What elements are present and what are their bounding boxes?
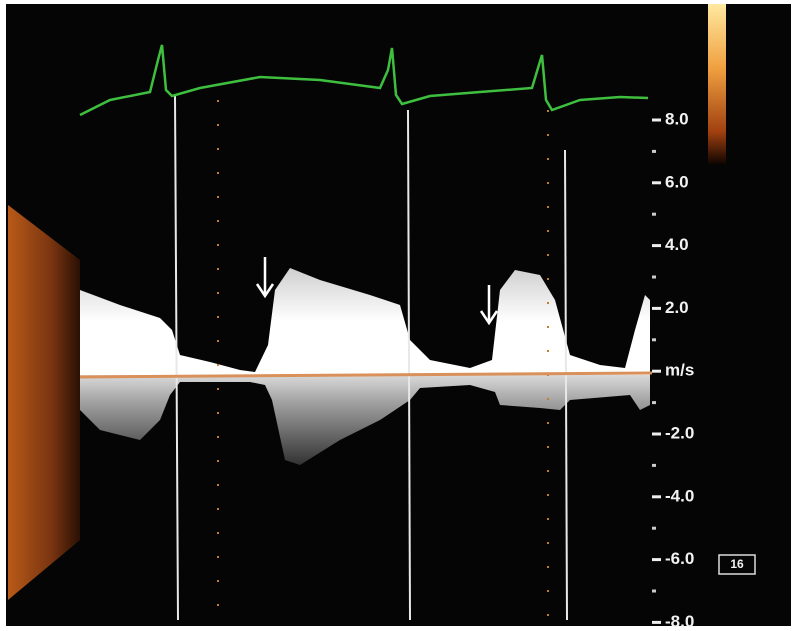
scale-label: -4.0 bbox=[665, 486, 694, 505]
scale-tick bbox=[652, 244, 661, 247]
scale-tick bbox=[652, 119, 661, 122]
scale-minor-tick bbox=[652, 590, 656, 593]
scale-label: 8.0 bbox=[665, 109, 689, 128]
scale-tick bbox=[652, 621, 661, 624]
scale-minor-tick bbox=[652, 464, 656, 467]
sector-image bbox=[8, 205, 80, 600]
scale-tick bbox=[652, 181, 661, 184]
scale-minor-tick bbox=[652, 213, 656, 216]
scale-label: -2.0 bbox=[665, 423, 694, 442]
doppler-display: 8.0 6.0 4.0 2.0 m/s -2.0 -4.0 -6.0 -8.0 16 bbox=[0, 0, 797, 631]
scale-minor-tick bbox=[652, 527, 656, 530]
scale-label: m/s bbox=[665, 361, 694, 380]
scale-minor-tick bbox=[652, 338, 656, 341]
scale-tick bbox=[652, 307, 661, 310]
badge: 16 bbox=[730, 557, 744, 571]
scale-label: 2.0 bbox=[665, 298, 689, 317]
scale-tick bbox=[652, 433, 661, 436]
color-bar bbox=[708, 4, 726, 164]
scale-minor-tick bbox=[652, 401, 656, 404]
scale-tick bbox=[652, 495, 661, 498]
scale-minor-tick bbox=[652, 276, 656, 279]
doppler-screen: 8.0 6.0 4.0 2.0 m/s -2.0 -4.0 -6.0 -8.0 16 bbox=[0, 0, 797, 631]
scale-label: 4.0 bbox=[665, 235, 689, 254]
scale-label: 6.0 bbox=[665, 172, 689, 191]
scale-label: -8.0 bbox=[665, 612, 694, 631]
scale-label: -6.0 bbox=[665, 549, 694, 568]
scale-tick bbox=[652, 558, 661, 561]
scale-minor-tick bbox=[652, 150, 656, 153]
scale-tick bbox=[652, 370, 661, 373]
